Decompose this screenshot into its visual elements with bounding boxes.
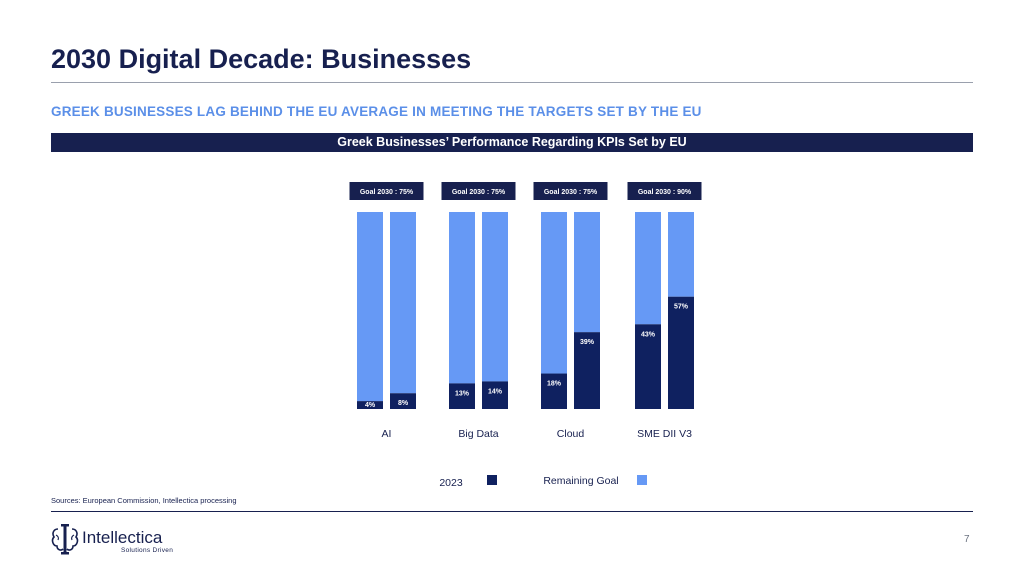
legend-swatch-remaining-goal bbox=[637, 475, 647, 485]
page-title: 2030 Digital Decade: Businesses bbox=[51, 44, 472, 74]
bar-2023 bbox=[541, 373, 567, 409]
logo-wordmark: Intellectica bbox=[82, 528, 163, 547]
bar-value-label: 39% bbox=[580, 339, 595, 346]
page-subtitle: GREEK BUSINESSES LAG BEHIND THE EU AVERA… bbox=[51, 104, 702, 119]
sources-note: Sources: European Commission, Intellecti… bbox=[51, 496, 237, 505]
legend-swatch-2023 bbox=[487, 475, 497, 485]
bar-2023 bbox=[668, 296, 694, 409]
goal-label-box bbox=[349, 182, 424, 200]
bar-remaining-goal bbox=[449, 212, 475, 384]
page-number: 7 bbox=[964, 534, 970, 545]
bar-2023 bbox=[635, 324, 661, 409]
goal-label-box bbox=[627, 182, 702, 200]
bar-value-label: 57% bbox=[674, 304, 689, 311]
bar-2023 bbox=[574, 332, 600, 409]
legend-label-remaining-goal: Remaining Goal bbox=[543, 475, 618, 487]
intellectica-logo: Intellectica Solutions Driven bbox=[51, 521, 191, 557]
legend-label-2023: 2023 bbox=[439, 477, 463, 489]
bar-2023 bbox=[482, 381, 508, 409]
goal-label: Goal 2030 : 75% bbox=[360, 189, 414, 196]
logo-tagline: Solutions Driven bbox=[121, 547, 174, 554]
goal-label: Goal 2030 : 90% bbox=[638, 189, 692, 196]
bar-remaining-goal bbox=[668, 212, 694, 297]
bar-value-label: 13% bbox=[455, 390, 470, 397]
bar-value-label: 4% bbox=[365, 402, 376, 409]
goal-label: Goal 2030 : 75% bbox=[544, 189, 598, 196]
bar-remaining-goal bbox=[357, 212, 383, 402]
bar-remaining-goal bbox=[541, 212, 567, 374]
title-divider bbox=[51, 82, 973, 83]
bar-value-label: 8% bbox=[398, 400, 409, 407]
chart-title-banner: Greek Businesses’ Performance Regarding … bbox=[51, 133, 973, 152]
footer-divider bbox=[51, 511, 973, 512]
bar-2023 bbox=[357, 401, 383, 409]
bar-value-label: 14% bbox=[488, 388, 503, 395]
bar-remaining-goal bbox=[482, 212, 508, 382]
goal-label-box bbox=[441, 182, 516, 200]
bar-remaining-goal bbox=[574, 212, 600, 333]
brain-pillar-icon bbox=[51, 524, 79, 555]
bar-remaining-goal bbox=[390, 212, 416, 394]
bar-remaining-goal bbox=[635, 212, 661, 325]
bar-value-label: 43% bbox=[641, 331, 656, 338]
category-label: AI bbox=[382, 428, 392, 440]
category-label: SME DII V3 bbox=[637, 428, 692, 440]
category-label: Cloud bbox=[557, 428, 585, 440]
goal-label-box bbox=[533, 182, 608, 200]
bar-value-label: 18% bbox=[547, 381, 562, 388]
bar-2023 bbox=[449, 383, 475, 409]
goal-label: Goal 2030 : 75% bbox=[452, 189, 506, 196]
category-label: Big Data bbox=[458, 428, 498, 440]
bar-2023 bbox=[390, 393, 416, 409]
